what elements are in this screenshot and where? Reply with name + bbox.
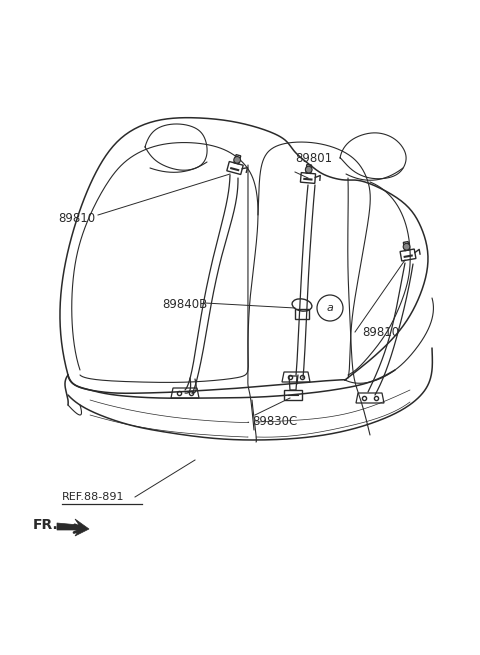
Text: 89840B: 89840B	[162, 299, 207, 312]
Text: FR.: FR.	[33, 518, 59, 532]
Circle shape	[305, 166, 312, 173]
Circle shape	[403, 244, 410, 250]
Text: 89810: 89810	[362, 326, 399, 339]
Text: 89810: 89810	[58, 212, 95, 225]
Polygon shape	[57, 519, 89, 536]
Bar	[295, 309, 309, 319]
Circle shape	[234, 157, 240, 163]
Text: 89830C: 89830C	[252, 415, 297, 428]
Text: a: a	[326, 303, 334, 313]
Text: REF.88-891: REF.88-891	[62, 492, 124, 502]
Text: 89801: 89801	[295, 152, 332, 165]
Bar	[284, 390, 302, 400]
